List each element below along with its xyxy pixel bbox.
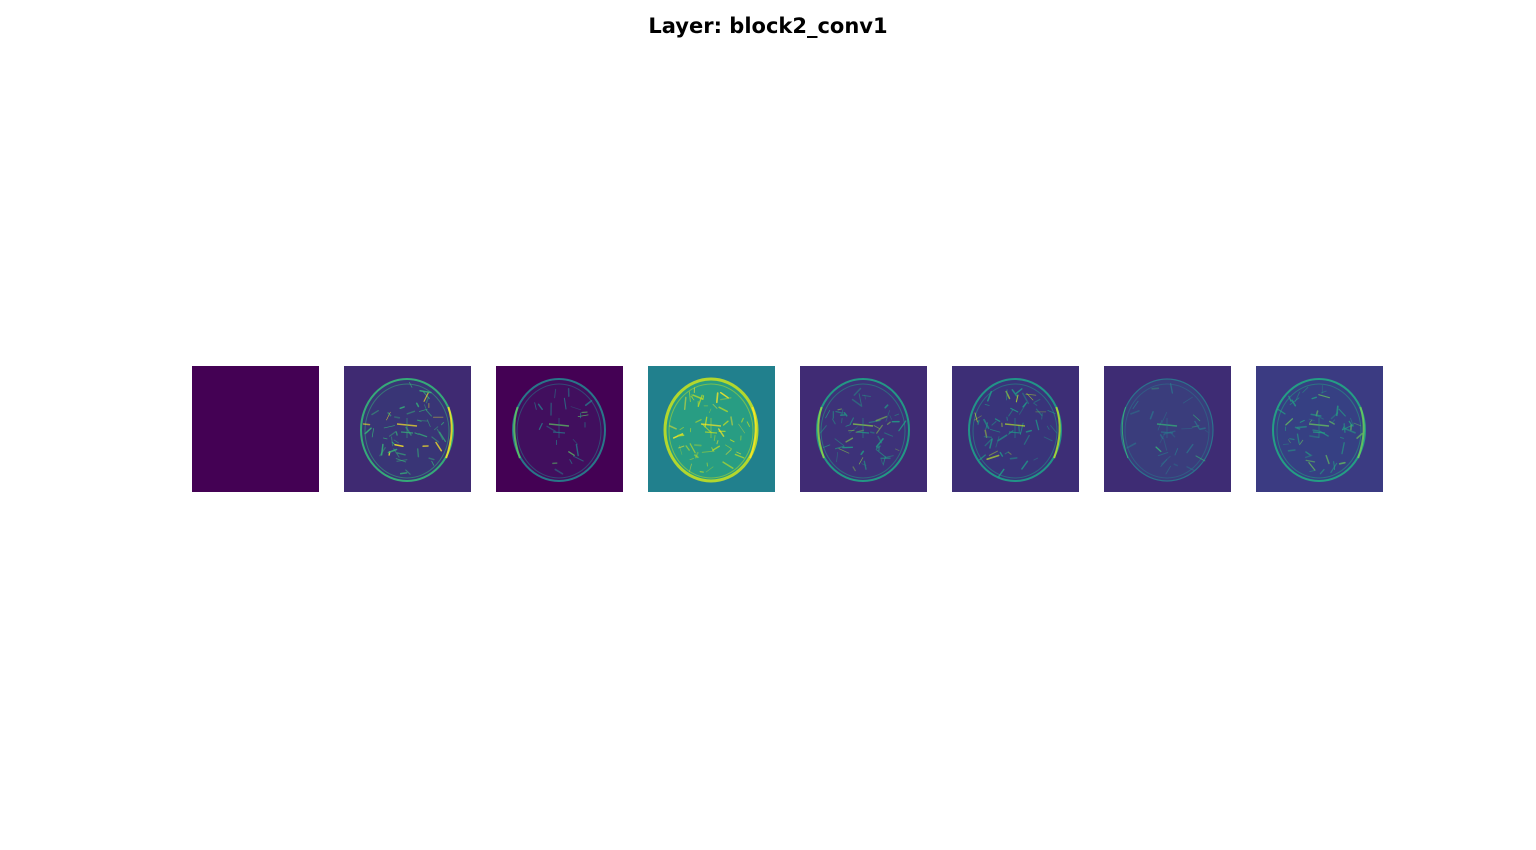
- feature-map-0: [192, 366, 319, 492]
- feature-map-1: [344, 366, 471, 492]
- feature-map-2: [496, 366, 623, 492]
- feature-map-4: [800, 366, 927, 492]
- feature-map-image: [1104, 366, 1231, 492]
- feature-map-image: [648, 366, 775, 492]
- feature-map-image: [344, 366, 471, 492]
- feature-map-image: [1256, 366, 1383, 492]
- feature-map-image: [192, 366, 319, 492]
- feature-map-6: [1104, 366, 1231, 492]
- feature-map-5: [952, 366, 1079, 492]
- feature-map-image: [952, 366, 1079, 492]
- feature-map-image: [800, 366, 927, 492]
- figure-title: Layer: block2_conv1: [648, 14, 888, 38]
- feature-map-image: [496, 366, 623, 492]
- feature-map-7: [1256, 366, 1383, 492]
- feature-map-3: [648, 366, 775, 492]
